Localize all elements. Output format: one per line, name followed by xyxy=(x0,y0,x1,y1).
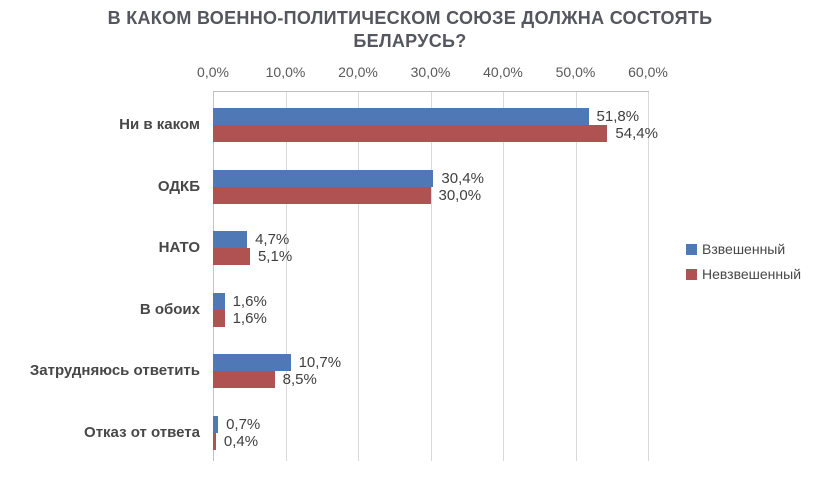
bar-unweighted xyxy=(213,186,431,204)
category-label: В обоих xyxy=(139,300,200,318)
value-label: 30,0% xyxy=(438,186,482,204)
legend: Взвешенный Невзвешенный xyxy=(686,241,801,291)
category-axis-line xyxy=(213,92,214,461)
value-label: 1,6% xyxy=(232,309,267,327)
category-label: НАТО xyxy=(158,239,200,256)
category-label: ОДКБ xyxy=(157,177,200,195)
bar-unweighted xyxy=(213,371,275,388)
gridline xyxy=(503,92,504,461)
legend-swatch xyxy=(686,243,697,255)
category-label: Ни в каком xyxy=(119,116,200,133)
bar-weighted xyxy=(213,231,248,248)
bar-weighted xyxy=(213,415,219,433)
bar-weighted xyxy=(213,354,291,371)
legend-item-weighted: Взвешенный xyxy=(686,241,801,257)
chart-title: В КАКОМ ВОЕННО-ПОЛИТИЧЕСКОМ СОЮЗЕ ДОЛЖНА… xyxy=(107,8,713,51)
gridline xyxy=(285,92,287,461)
x-tick-label: 0,0% xyxy=(197,64,229,80)
value-label: 51,8% xyxy=(596,108,640,125)
value-label: 4,7% xyxy=(255,231,290,248)
legend-label-weighted: Взвешенный xyxy=(702,241,786,257)
legend-swatch xyxy=(686,268,697,280)
x-tick-label: 20,0% xyxy=(338,64,378,80)
bar-unweighted xyxy=(213,125,608,142)
value-label: 30,4% xyxy=(441,169,484,187)
x-tick-label: 60,0% xyxy=(628,64,668,80)
category-label: Затрудняюсь ответить xyxy=(29,362,200,379)
gridline xyxy=(648,92,649,461)
bar-unweighted xyxy=(213,248,250,265)
value-label: 1,6% xyxy=(232,292,267,310)
category-label: Отказ от ответа xyxy=(84,423,200,441)
x-tick-label: 50,0% xyxy=(555,64,596,80)
bar-unweighted xyxy=(213,309,225,327)
x-tick-label: 30,0% xyxy=(410,64,451,80)
plot-area: 51,8% 54,4% 30,4% 30,0% 4,7% 5,1% 1,6% 1,6% 10,7… xyxy=(213,91,658,461)
bar-weighted xyxy=(213,169,434,187)
value-label: 0,4% xyxy=(223,432,259,450)
value-label: 54,4% xyxy=(615,125,658,142)
x-tick-label: 40,0% xyxy=(483,64,523,80)
bar-unweighted xyxy=(213,432,216,450)
value-label: 10,7% xyxy=(298,354,342,371)
bar-weighted xyxy=(213,108,589,125)
value-label: 8,5% xyxy=(282,371,317,388)
gridline xyxy=(430,92,432,461)
gridline xyxy=(575,92,577,461)
legend-item-unweighted: Невзвешенный xyxy=(686,266,801,282)
value-label: 0,7% xyxy=(226,415,261,433)
x-tick-label: 10,0% xyxy=(265,64,306,80)
legend-label-unweighted: Невзвешенный xyxy=(702,266,802,282)
gridline xyxy=(358,92,359,461)
bar-weighted xyxy=(213,292,225,310)
value-label: 5,1% xyxy=(257,248,293,265)
